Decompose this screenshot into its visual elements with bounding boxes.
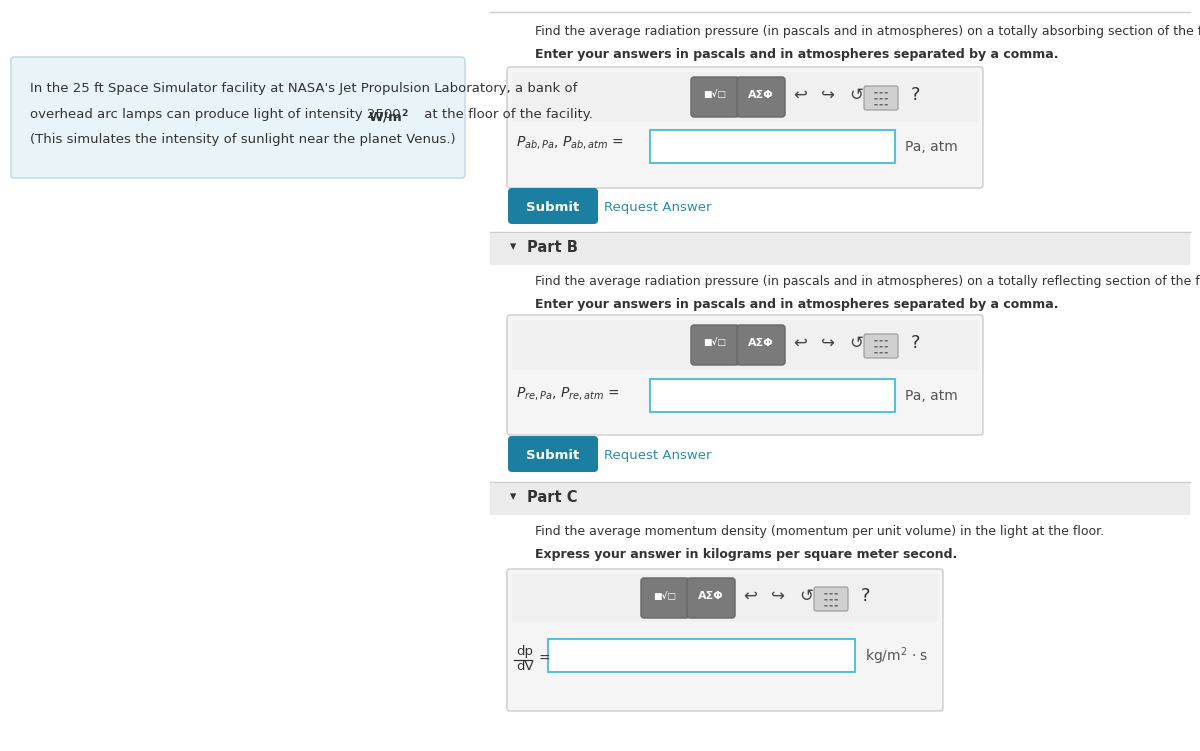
FancyBboxPatch shape xyxy=(686,578,734,618)
Text: Find the average momentum density (momentum per unit volume) in the light at the: Find the average momentum density (momen… xyxy=(535,525,1104,538)
Text: dV: dV xyxy=(516,659,534,672)
FancyBboxPatch shape xyxy=(737,77,785,117)
Text: dp: dp xyxy=(516,646,533,659)
Text: ↺: ↺ xyxy=(799,587,812,605)
Text: ΑΣΦ: ΑΣΦ xyxy=(748,338,774,348)
Text: Pa, atm: Pa, atm xyxy=(905,389,958,403)
Bar xyxy=(490,483,1190,515)
Text: ↪: ↪ xyxy=(821,86,835,104)
Text: ↩: ↩ xyxy=(793,86,806,104)
FancyBboxPatch shape xyxy=(737,325,785,365)
Text: ↪: ↪ xyxy=(821,334,835,352)
FancyBboxPatch shape xyxy=(11,57,466,178)
Text: ▬ ▬ ▬: ▬ ▬ ▬ xyxy=(824,604,838,608)
Text: ?: ? xyxy=(862,587,871,605)
Text: ↪: ↪ xyxy=(772,587,785,605)
Text: ■√□: ■√□ xyxy=(703,91,726,99)
Text: ΑΣΦ: ΑΣΦ xyxy=(698,591,724,601)
Text: ▬ ▬ ▬: ▬ ▬ ▬ xyxy=(874,339,888,343)
FancyBboxPatch shape xyxy=(508,569,943,711)
Text: Request Answer: Request Answer xyxy=(604,448,712,462)
Text: ▾: ▾ xyxy=(510,490,516,503)
FancyBboxPatch shape xyxy=(864,86,898,110)
Text: ▾: ▾ xyxy=(510,240,516,253)
Text: $\mathbf{W/m^2}$: $\mathbf{W/m^2}$ xyxy=(368,108,409,125)
FancyBboxPatch shape xyxy=(508,436,598,472)
FancyBboxPatch shape xyxy=(864,334,898,358)
Text: Submit: Submit xyxy=(527,449,580,462)
Text: Express your answer in kilograms per square meter second.: Express your answer in kilograms per squ… xyxy=(535,548,958,561)
Text: Find the average radiation pressure (in pascals and in atmospheres) on a totally: Find the average radiation pressure (in … xyxy=(535,275,1200,288)
Bar xyxy=(512,574,938,622)
Text: $P_{ab,Pa}$, $P_{ab,atm}$ =: $P_{ab,Pa}$, $P_{ab,atm}$ = xyxy=(516,134,624,150)
Bar xyxy=(650,379,895,412)
Text: Request Answer: Request Answer xyxy=(604,201,712,213)
Text: ↩: ↩ xyxy=(793,334,806,352)
Text: ▬ ▬ ▬: ▬ ▬ ▬ xyxy=(874,351,888,355)
Bar xyxy=(548,639,854,672)
Text: at the floor of the facility.: at the floor of the facility. xyxy=(420,108,593,121)
Text: ↺: ↺ xyxy=(850,86,863,104)
Text: Find the average radiation pressure (in pascals and in atmospheres) on a totally: Find the average radiation pressure (in … xyxy=(535,25,1200,38)
Text: (This simulates the intensity of sunlight near the planet Venus.): (This simulates the intensity of sunligh… xyxy=(30,133,456,146)
Text: Part B: Part B xyxy=(527,240,578,255)
Text: ▬ ▬ ▬: ▬ ▬ ▬ xyxy=(824,598,838,602)
Text: $P_{re,Pa}$, $P_{re,atm}$ =: $P_{re,Pa}$, $P_{re,atm}$ = xyxy=(516,385,620,403)
Bar xyxy=(512,72,978,122)
FancyBboxPatch shape xyxy=(641,578,689,618)
Text: kg/m$^2$ · s: kg/m$^2$ · s xyxy=(865,645,929,667)
Text: ▬ ▬ ▬: ▬ ▬ ▬ xyxy=(874,91,888,95)
Text: ■√□: ■√□ xyxy=(703,339,726,348)
Text: In the 25 ft Space Simulator facility at NASA's Jet Propulsion Laboratory, a ban: In the 25 ft Space Simulator facility at… xyxy=(30,82,577,95)
Text: ▬ ▬ ▬: ▬ ▬ ▬ xyxy=(874,97,888,101)
Text: Submit: Submit xyxy=(527,201,580,214)
FancyBboxPatch shape xyxy=(691,325,739,365)
Text: Enter your answers in pascals and in atmospheres separated by a comma.: Enter your answers in pascals and in atm… xyxy=(535,298,1058,311)
FancyBboxPatch shape xyxy=(691,77,739,117)
Text: ↩: ↩ xyxy=(743,587,757,605)
Text: Part C: Part C xyxy=(527,490,577,505)
Text: ↺: ↺ xyxy=(850,334,863,352)
Text: ▬ ▬ ▬: ▬ ▬ ▬ xyxy=(874,103,888,107)
Bar xyxy=(650,130,895,163)
Text: Enter your answers in pascals and in atmospheres separated by a comma.: Enter your answers in pascals and in atm… xyxy=(535,48,1058,61)
Text: ?: ? xyxy=(911,86,920,104)
Bar xyxy=(490,233,1190,265)
Text: overhead arc lamps can produce light of intensity 2500: overhead arc lamps can produce light of … xyxy=(30,108,404,121)
Bar xyxy=(512,320,978,370)
FancyBboxPatch shape xyxy=(508,67,983,188)
Text: ■√□: ■√□ xyxy=(654,592,677,601)
Text: ▬ ▬ ▬: ▬ ▬ ▬ xyxy=(874,345,888,349)
FancyBboxPatch shape xyxy=(814,587,848,611)
Text: ▬ ▬ ▬: ▬ ▬ ▬ xyxy=(824,592,838,596)
Text: ?: ? xyxy=(911,334,920,352)
Text: Pa, atm: Pa, atm xyxy=(905,140,958,154)
Text: ΑΣΦ: ΑΣΦ xyxy=(748,90,774,100)
FancyBboxPatch shape xyxy=(508,188,598,224)
Text: =: = xyxy=(538,652,550,666)
FancyBboxPatch shape xyxy=(508,315,983,435)
